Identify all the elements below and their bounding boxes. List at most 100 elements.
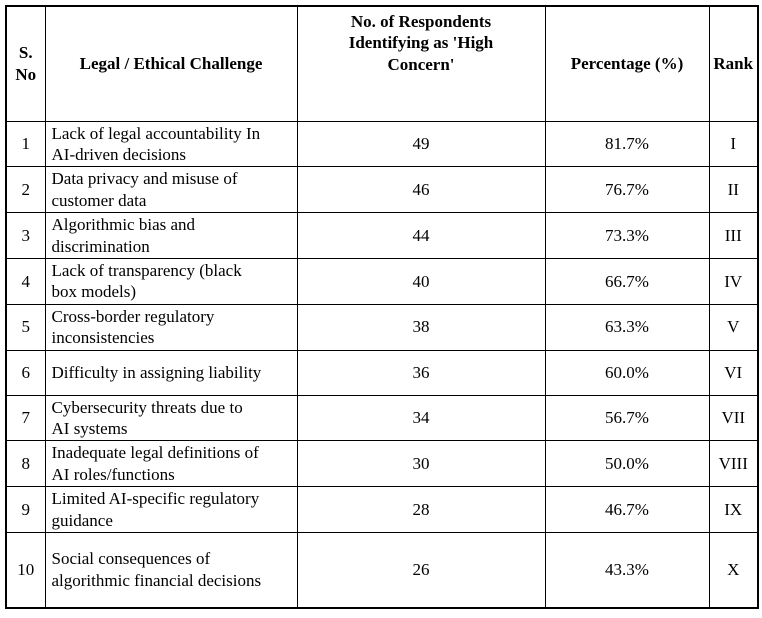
cell-challenge: Limited AI-specific regulatory guidance xyxy=(44,486,298,533)
serial-number-value: 5 xyxy=(21,317,31,337)
cell-challenge: Algorithmic bias and discrimination xyxy=(44,212,298,259)
serial-number-value: 1 xyxy=(21,134,31,154)
cell-challenge: Cybersecurity threats due to AI systems xyxy=(44,394,298,442)
cell-rank: IX xyxy=(708,486,759,533)
challenge-text: Lack of legal accountability In AI-drive… xyxy=(51,123,261,164)
table-row: 7 Cybersecurity threats due to AI system… xyxy=(5,394,759,442)
cell-challenge: Cross-border regulatory inconsistencies xyxy=(44,303,298,351)
respondents-value: 28 xyxy=(412,499,430,519)
cell-challenge: Lack of transparency (black box models) xyxy=(44,257,298,305)
serial-number-value: 9 xyxy=(21,499,31,519)
cell-respondents: 28 xyxy=(296,486,546,533)
serial-number-value: 6 xyxy=(21,362,31,382)
respondents-value: 49 xyxy=(412,134,430,154)
percentage-value: 66.7% xyxy=(605,271,649,291)
percentage-value: 73.3% xyxy=(605,225,649,245)
cell-percentage: 50.0% xyxy=(544,440,710,488)
respondents-value: 46 xyxy=(412,180,430,200)
cell-rank: V xyxy=(708,303,759,351)
table-row: 9 Limited AI-specific regulatory guidanc… xyxy=(5,486,759,533)
cell-serial-number: 6 xyxy=(5,349,46,396)
rank-value: V xyxy=(727,317,740,337)
cell-percentage: 63.3% xyxy=(544,303,710,351)
percentage-value: 50.0% xyxy=(605,454,649,474)
rank-value: VII xyxy=(721,408,746,428)
respondents-value: 36 xyxy=(412,362,430,382)
table-row: 6 Difficulty in assigning liability 36 6… xyxy=(5,349,759,396)
cell-serial-number: 8 xyxy=(5,440,46,488)
cell-respondents: 38 xyxy=(296,303,546,351)
respondents-value: 38 xyxy=(412,317,430,337)
serial-number-value: 7 xyxy=(21,408,31,428)
cell-challenge: Data privacy and misuse of customer data xyxy=(44,166,298,214)
cell-respondents: 36 xyxy=(296,349,546,396)
percentage-value: 60.0% xyxy=(605,362,649,382)
challenge-text: Cybersecurity threats due to AI systems xyxy=(51,397,243,438)
cell-percentage: 81.7% xyxy=(544,120,710,168)
table-row: 4 Lack of transparency (black box models… xyxy=(5,257,759,305)
challenge-text: Data privacy and misuse of customer data xyxy=(51,169,238,210)
table-row: 2 Data privacy and misuse of customer da… xyxy=(5,166,759,214)
cell-challenge: Lack of legal accountability In AI-drive… xyxy=(44,120,298,168)
header-challenge-label: Legal / Ethical Challenge xyxy=(79,54,263,74)
percentage-value: 46.7% xyxy=(605,499,649,519)
challenge-text: Lack of transparency (black box models) xyxy=(51,260,242,302)
respondents-value: 30 xyxy=(412,454,430,474)
challenge-text: Inadequate legal definitions of AI roles… xyxy=(51,443,259,484)
cell-rank: IV xyxy=(708,257,759,305)
serial-number-value: 10 xyxy=(17,560,35,580)
cell-percentage: 73.3% xyxy=(544,212,710,259)
cell-challenge: Difficulty in assigning liability xyxy=(44,349,298,396)
percentage-value: 81.7% xyxy=(605,134,649,154)
header-respondents: No. of Respondents Identifying as 'High … xyxy=(296,5,546,122)
cell-challenge: Inadequate legal definitions of AI roles… xyxy=(44,440,298,488)
rank-value: I xyxy=(730,134,737,154)
rank-value: IV xyxy=(724,271,743,291)
challenge-text: Cross-border regulatory inconsistencies xyxy=(51,306,215,348)
cell-percentage: 60.0% xyxy=(544,349,710,396)
header-serial-number: S. No xyxy=(5,5,46,122)
serial-number-value: 3 xyxy=(21,225,31,245)
cell-percentage: 66.7% xyxy=(544,257,710,305)
cell-respondents: 30 xyxy=(296,440,546,488)
header-percentage: Percentage (%) xyxy=(544,5,710,122)
percentage-value: 56.7% xyxy=(605,408,649,428)
rank-value: II xyxy=(727,180,739,200)
table-row: 10 Social consequences of algorithmic fi… xyxy=(5,532,759,608)
table-row: 3 Algorithmic bias and discrimination 44… xyxy=(5,212,759,259)
cell-rank: II xyxy=(708,166,759,214)
header-rank: Rank xyxy=(708,5,759,122)
cell-percentage: 76.7% xyxy=(544,166,710,214)
rank-value: X xyxy=(727,560,740,580)
cell-rank: III xyxy=(708,212,759,259)
respondents-value: 40 xyxy=(412,271,430,291)
cell-serial-number: 10 xyxy=(5,532,46,608)
cell-serial-number: 7 xyxy=(5,394,46,442)
rank-value: VI xyxy=(724,362,743,382)
header-row: S. No Legal / Ethical Challenge No. of R… xyxy=(5,5,759,122)
respondents-value: 34 xyxy=(412,408,430,428)
percentage-value: 43.3% xyxy=(605,560,649,580)
cell-percentage: 46.7% xyxy=(544,486,710,533)
rank-value: III xyxy=(724,225,742,245)
cell-rank: VIII xyxy=(708,440,759,488)
cell-respondents: 26 xyxy=(296,532,546,608)
percentage-value: 76.7% xyxy=(605,180,649,200)
serial-number-value: 4 xyxy=(21,271,31,291)
table-header: S. No Legal / Ethical Challenge No. of R… xyxy=(5,5,759,122)
challenge-text: Algorithmic bias and discrimination xyxy=(51,215,196,256)
header-rank-label: Rank xyxy=(713,54,754,74)
table-body: 1 Lack of legal accountability In AI-dri… xyxy=(5,120,759,608)
cell-serial-number: 1 xyxy=(5,120,46,168)
challenge-text: Limited AI-specific regulatory guidance xyxy=(51,489,260,530)
cell-serial-number: 5 xyxy=(5,303,46,351)
cell-rank: VI xyxy=(708,349,759,396)
cell-serial-number: 9 xyxy=(5,486,46,533)
cell-rank: VII xyxy=(708,394,759,442)
cell-serial-number: 3 xyxy=(5,212,46,259)
respondents-value: 26 xyxy=(412,560,430,580)
cell-rank: I xyxy=(708,120,759,168)
challenge-text: Difficulty in assigning liability xyxy=(51,362,262,382)
cell-serial-number: 4 xyxy=(5,257,46,305)
